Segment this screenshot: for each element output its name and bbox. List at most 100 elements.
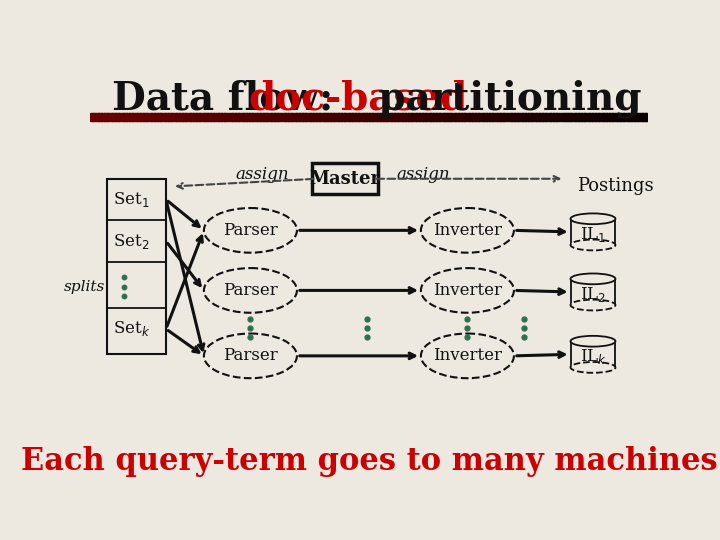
Bar: [620, 113, 624, 121]
Bar: [327, 113, 330, 121]
Bar: [397, 113, 400, 121]
Bar: [595, 113, 598, 121]
Ellipse shape: [204, 268, 297, 313]
Bar: [453, 113, 456, 121]
Bar: [96, 113, 99, 121]
Bar: [505, 113, 509, 121]
Bar: [324, 113, 328, 121]
Bar: [441, 113, 445, 121]
Bar: [260, 113, 264, 121]
Bar: [129, 113, 132, 121]
Bar: [246, 113, 250, 121]
Bar: [553, 113, 557, 121]
Bar: [615, 113, 618, 121]
Bar: [459, 113, 462, 121]
Bar: [617, 113, 621, 121]
Bar: [313, 113, 317, 121]
Bar: [255, 113, 258, 121]
Bar: [188, 113, 192, 121]
Bar: [584, 113, 588, 121]
Text: Postings: Postings: [577, 178, 654, 195]
Text: Parser: Parser: [223, 222, 278, 239]
Text: Inverter: Inverter: [433, 347, 502, 365]
Bar: [564, 113, 568, 121]
Bar: [542, 113, 546, 121]
Bar: [572, 113, 576, 121]
Bar: [380, 113, 384, 121]
Ellipse shape: [421, 208, 514, 253]
Bar: [386, 113, 390, 121]
Bar: [154, 113, 158, 121]
Bar: [400, 113, 403, 121]
Bar: [249, 113, 253, 121]
Bar: [138, 113, 141, 121]
Bar: [408, 113, 412, 121]
Bar: [90, 113, 94, 121]
Bar: [428, 113, 431, 121]
Bar: [322, 113, 325, 121]
Bar: [634, 113, 638, 121]
Bar: [297, 113, 300, 121]
Bar: [233, 113, 236, 121]
Bar: [182, 113, 186, 121]
Bar: [639, 113, 643, 121]
Ellipse shape: [570, 336, 616, 347]
Bar: [570, 341, 616, 367]
Bar: [547, 113, 551, 121]
Text: Each query-term goes to many machines: Each query-term goes to many machines: [21, 446, 717, 477]
Bar: [642, 113, 646, 121]
Bar: [590, 113, 593, 121]
Bar: [629, 113, 632, 121]
Text: Parser: Parser: [223, 282, 278, 299]
Bar: [269, 113, 272, 121]
Bar: [101, 113, 104, 121]
Bar: [179, 113, 183, 121]
Bar: [364, 113, 367, 121]
Bar: [467, 113, 470, 121]
Bar: [176, 113, 180, 121]
Text: IL$_1$: IL$_1$: [580, 225, 606, 244]
Text: Inverter: Inverter: [433, 222, 502, 239]
Bar: [570, 219, 616, 245]
Bar: [483, 113, 487, 121]
Bar: [587, 113, 590, 121]
Bar: [609, 113, 613, 121]
Bar: [526, 113, 528, 121]
Bar: [93, 113, 96, 121]
Bar: [626, 113, 629, 121]
Bar: [166, 113, 169, 121]
Bar: [341, 113, 345, 121]
Bar: [355, 113, 359, 121]
Bar: [425, 113, 428, 121]
Bar: [478, 113, 482, 121]
Bar: [419, 113, 423, 121]
Text: Set$_2$: Set$_2$: [113, 232, 150, 251]
Bar: [508, 113, 512, 121]
Bar: [243, 113, 247, 121]
Bar: [570, 279, 616, 305]
Bar: [389, 113, 392, 121]
Bar: [456, 113, 459, 121]
Bar: [288, 113, 292, 121]
Bar: [218, 113, 222, 121]
Bar: [556, 113, 559, 121]
Bar: [210, 113, 214, 121]
Bar: [578, 113, 582, 121]
Bar: [143, 113, 147, 121]
Bar: [305, 113, 308, 121]
Bar: [99, 113, 102, 121]
Bar: [238, 113, 241, 121]
Bar: [140, 113, 144, 121]
Bar: [520, 113, 523, 121]
Text: Set$_1$: Set$_1$: [113, 190, 150, 209]
Bar: [252, 113, 256, 121]
Bar: [230, 113, 233, 121]
Bar: [414, 113, 417, 121]
Bar: [285, 113, 289, 121]
Bar: [291, 113, 294, 121]
Ellipse shape: [570, 240, 616, 251]
Text: IL$_k$: IL$_k$: [580, 347, 606, 366]
Bar: [606, 113, 610, 121]
Bar: [316, 113, 320, 121]
Bar: [481, 113, 484, 121]
